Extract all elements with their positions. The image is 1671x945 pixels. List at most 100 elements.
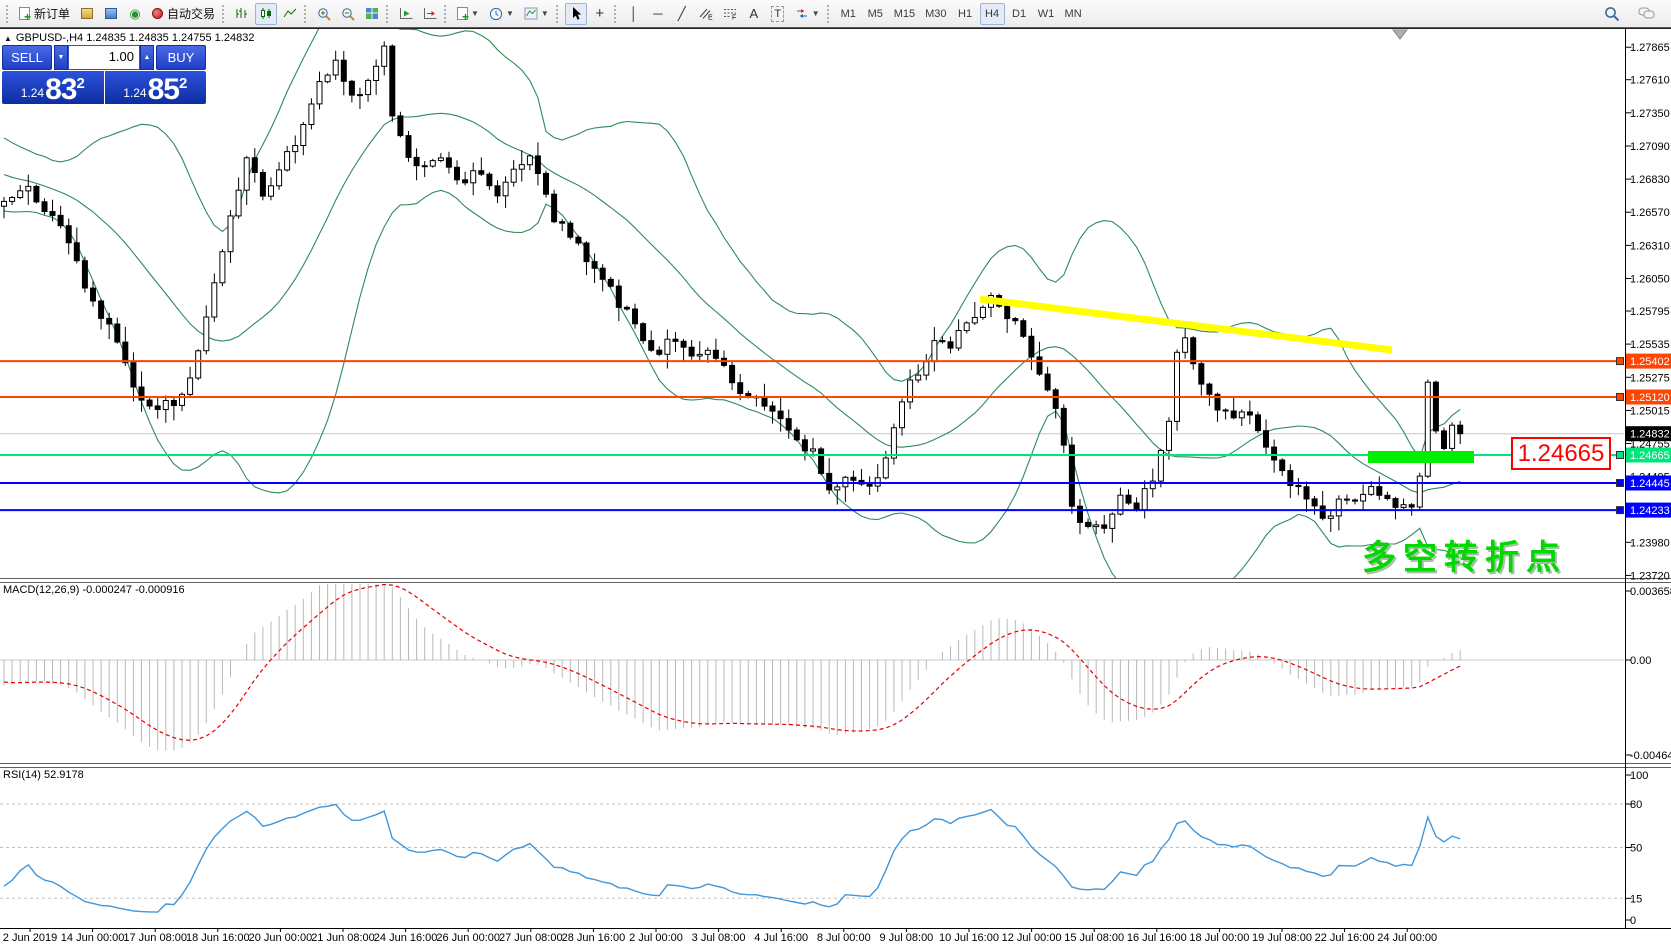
periods-button[interactable]: ▼ bbox=[485, 3, 518, 25]
candlestick-mode-button[interactable] bbox=[255, 2, 278, 25]
time-axis-label: 22 Jul 16:00 bbox=[1315, 932, 1375, 944]
time-axis-label: 26 Jun 00:00 bbox=[436, 932, 500, 944]
timeframe-m1-button[interactable]: M1 bbox=[840, 7, 856, 20]
price-callout-box[interactable]: 1.24665 bbox=[1511, 437, 1611, 470]
text-tool-button[interactable]: A bbox=[749, 5, 759, 21]
indicators-button[interactable]: +▼ bbox=[453, 3, 483, 25]
yellow-trendline[interactable] bbox=[979, 295, 1393, 354]
volume-down-button[interactable]: ▼ bbox=[54, 45, 68, 70]
chat-icon[interactable] bbox=[1634, 3, 1660, 25]
bar-chart-mode-button[interactable] bbox=[231, 3, 253, 25]
auto-trading-button[interactable]: 自动交易 bbox=[148, 3, 219, 25]
chart-shift-marker-icon[interactable] bbox=[1391, 29, 1409, 40]
price-badge-label: 1.24665 bbox=[1630, 450, 1670, 462]
line-chart-mode-button[interactable] bbox=[279, 3, 301, 25]
price-badge-label: 1.24832 bbox=[1630, 429, 1670, 441]
chevron-down-icon[interactable]: ▼ bbox=[471, 9, 479, 18]
bollinger-middle-band bbox=[3, 112, 1461, 494]
trendline-tool-button[interactable]: ╱ bbox=[677, 5, 686, 21]
time-axis-label: 8 Jul 00:00 bbox=[817, 932, 871, 944]
timeframe-h4-button[interactable]: H4 bbox=[979, 2, 1005, 25]
toolbar-grip bbox=[613, 4, 618, 23]
zoom-in-button[interactable] bbox=[313, 3, 335, 25]
one-click-trade-panel: SELL ▼ 1.00 ▲ BUY 1.24 83 2 1.24 85 2 bbox=[2, 45, 206, 106]
macd-scale-label: -0.004645 bbox=[1630, 750, 1671, 762]
toolbar-group bbox=[230, 1, 302, 27]
level-anchor-square bbox=[1616, 479, 1624, 487]
volume-input[interactable]: 1.00 bbox=[68, 45, 140, 70]
collapse-triangle-icon[interactable]: ▲ bbox=[4, 34, 12, 43]
time-axis-label: 14 Jun 00:00 bbox=[61, 932, 125, 944]
sell-button[interactable]: SELL bbox=[2, 45, 52, 70]
buy-price-display[interactable]: 1.24 85 2 bbox=[104, 71, 206, 106]
buy-button[interactable]: BUY bbox=[156, 45, 206, 70]
time-axis-label: 27 Jun 08:00 bbox=[499, 932, 563, 944]
price-badge-label: 1.25120 bbox=[1630, 392, 1670, 404]
auto-scroll-button[interactable] bbox=[395, 3, 417, 25]
toolbar-grip bbox=[555, 4, 560, 23]
price-tick-label: 1.25275 bbox=[1630, 372, 1670, 384]
rsi-scale-label: 0 bbox=[1630, 915, 1636, 927]
price-badge-label: 1.24233 bbox=[1630, 505, 1670, 517]
timeframe-h1-button[interactable]: H1 bbox=[958, 7, 973, 20]
horizontal-line-tool-button[interactable]: ─ bbox=[653, 5, 663, 21]
level-anchor-square bbox=[1616, 357, 1624, 366]
svg-text:F: F bbox=[732, 15, 736, 21]
time-axis-label: 15 Jul 08:00 bbox=[1064, 932, 1124, 944]
macd-indicator-label: MACD(12,26,9) -0.000247 -0.000916 bbox=[3, 584, 185, 596]
timeframe-m15-button[interactable]: M15 bbox=[893, 7, 916, 20]
toolbar-grip bbox=[222, 4, 226, 23]
toolbar: +新订单◉自动交易+▼▼▼+│─╱EFAT▼M1M5M15M30H1H4D1W1… bbox=[0, 0, 1671, 28]
timeframe-m30-button[interactable]: M30 bbox=[925, 7, 947, 20]
sell-price-display[interactable]: 1.24 83 2 bbox=[2, 71, 104, 105]
rsi-line bbox=[3, 803, 1461, 913]
buy-price-prefix: 1.24 bbox=[123, 86, 147, 100]
tile-windows-button[interactable] bbox=[361, 3, 383, 25]
time-axis-label: 4 Jul 16:00 bbox=[754, 932, 808, 944]
timeframe-mn-button[interactable]: MN bbox=[1064, 7, 1082, 20]
main-price-pane bbox=[0, 29, 1624, 578]
profile-publish-button[interactable] bbox=[100, 3, 122, 25]
cn-annotation-text[interactable]: 多空转折点 bbox=[1362, 539, 1567, 577]
price-tick-label: 1.27350 bbox=[1630, 108, 1670, 120]
level-anchor-square bbox=[1616, 393, 1624, 401]
signals-button[interactable]: ◉ bbox=[129, 5, 141, 21]
volume-up-button[interactable]: ▲ bbox=[140, 45, 154, 70]
timeframe-m5-button[interactable]: M5 bbox=[867, 7, 883, 20]
timeframe-w1-button[interactable]: W1 bbox=[1037, 7, 1055, 20]
text-label-tool-button[interactable]: T bbox=[767, 3, 789, 25]
chart-window-button[interactable] bbox=[76, 3, 98, 25]
cursor-tool-button[interactable] bbox=[564, 2, 587, 25]
templates-button[interactable]: ▼ bbox=[520, 3, 553, 25]
toolbar-group bbox=[312, 1, 384, 27]
price-badge bbox=[1626, 502, 1671, 518]
vertical-line-tool-button[interactable]: │ bbox=[629, 5, 638, 21]
chart-shift-button[interactable] bbox=[419, 3, 441, 25]
macd-pane bbox=[0, 584, 1624, 751]
price-tick-label: 1.23720 bbox=[1630, 570, 1670, 582]
green-highlight-segment[interactable] bbox=[1368, 451, 1474, 463]
toolbar-groups: +新订单◉自动交易+▼▼▼+│─╱EFAT▼M1M5M15M30H1H4D1W1… bbox=[4, 1, 1087, 27]
time-axis-label: 19 Jul 08:00 bbox=[1252, 932, 1312, 944]
timeframe-d1-button[interactable]: D1 bbox=[1012, 7, 1027, 20]
arrows-tool-button[interactable]: ▼ bbox=[791, 3, 824, 25]
chevron-down-icon[interactable]: ▼ bbox=[505, 9, 514, 18]
chevron-down-icon[interactable]: ▼ bbox=[811, 9, 820, 18]
fibonacci-tool-button[interactable]: F bbox=[719, 3, 741, 25]
price-tick-label: 1.26310 bbox=[1630, 240, 1670, 252]
time-axis-label: 21 Jun 08:00 bbox=[311, 932, 375, 944]
chevron-down-icon[interactable]: ▼ bbox=[540, 9, 549, 18]
search-icon[interactable] bbox=[1600, 3, 1624, 25]
price-badge-label: 1.25402 bbox=[1630, 356, 1670, 368]
volume-stepper: ▼ 1.00 ▲ bbox=[54, 45, 154, 70]
zoom-out-button[interactable] bbox=[337, 3, 359, 25]
buy-price-pip: 2 bbox=[178, 75, 188, 92]
buy-price-big: 85 bbox=[147, 73, 180, 106]
equidistant-channel-tool-button[interactable]: E bbox=[695, 3, 717, 25]
rsi-scale-label: 15 bbox=[1630, 893, 1642, 905]
price-badge bbox=[1626, 389, 1671, 405]
new-order-button[interactable]: +新订单 bbox=[15, 3, 74, 25]
crosshair-tool-button[interactable]: + bbox=[595, 4, 605, 22]
